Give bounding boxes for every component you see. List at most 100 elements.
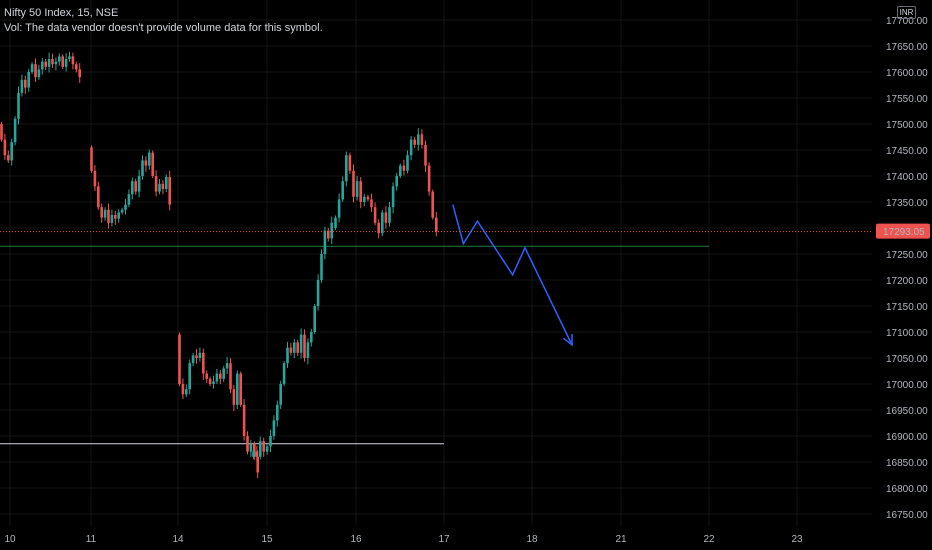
candle-body xyxy=(93,170,97,187)
candle-body xyxy=(377,222,380,234)
candle-body xyxy=(395,176,398,187)
candle-body xyxy=(232,389,236,405)
candle-body xyxy=(114,215,117,219)
chart-legend: Nifty 50 Index, 15, NSE Vol: The data ve… xyxy=(4,6,323,36)
candle-body xyxy=(191,355,195,364)
candle-body xyxy=(131,181,134,195)
candle-body xyxy=(41,61,44,70)
candle-body xyxy=(47,59,51,67)
candle-body xyxy=(265,446,269,452)
candle-body xyxy=(348,155,352,171)
candle-body xyxy=(239,373,242,405)
x-tick-label: 18 xyxy=(526,534,538,545)
volume-notice: Vol: The data vendor doesn't provide vol… xyxy=(4,22,323,34)
y-tick-label: 16950.00 xyxy=(886,406,928,417)
candle-body xyxy=(289,347,293,353)
candle-body xyxy=(399,165,402,176)
candle-body xyxy=(391,186,395,208)
candle-body xyxy=(161,183,165,189)
y-tick-label: 16750.00 xyxy=(886,510,928,521)
y-tick-label: 17500.00 xyxy=(886,120,928,131)
y-tick-label: 17550.00 xyxy=(886,94,928,105)
candle-body xyxy=(134,181,137,192)
candle-body xyxy=(215,373,219,382)
candle-body xyxy=(20,79,24,93)
y-tick-label: 17050.00 xyxy=(886,354,928,365)
candle-body xyxy=(3,139,7,156)
x-tick-label: 21 xyxy=(615,534,627,545)
candle-body xyxy=(117,212,120,219)
candle-body xyxy=(178,334,181,384)
candle-body xyxy=(144,160,148,166)
candle-body xyxy=(259,441,262,457)
y-tick-label: 16850.00 xyxy=(886,458,928,469)
currency-badge[interactable]: INR xyxy=(897,6,916,19)
y-tick-label: 17400.00 xyxy=(886,172,928,183)
candle-body xyxy=(212,381,215,384)
candle-body xyxy=(10,142,13,161)
candle-body xyxy=(27,72,30,88)
y-tick-label: 17700.00 xyxy=(886,16,928,27)
candle-body xyxy=(158,183,161,192)
candle-body xyxy=(384,212,388,223)
candle-body xyxy=(303,334,306,358)
horizontal-lines xyxy=(0,245,709,445)
last-price-label: 17293.05 xyxy=(883,227,925,238)
candle-body xyxy=(330,222,333,239)
candle-body xyxy=(409,139,413,156)
y-tick-label: 17250.00 xyxy=(886,250,928,261)
candle-body xyxy=(51,59,54,65)
y-tick-label: 17000.00 xyxy=(886,380,928,391)
candle-body xyxy=(195,355,198,358)
candle-body xyxy=(299,334,303,353)
candle-body xyxy=(293,342,296,353)
candle-body xyxy=(337,199,341,218)
symbol-title[interactable]: Nifty 50 Index, 15, NSE xyxy=(4,7,119,19)
candle-body xyxy=(181,384,185,395)
y-tick-label: 17100.00 xyxy=(886,328,928,339)
candle-body xyxy=(431,191,434,218)
price-axis[interactable]: 16750.00 16800.00 16850.00 16900.00 16950.00… xyxy=(886,16,928,521)
candle-body xyxy=(310,332,313,343)
candle-body xyxy=(420,134,424,145)
candle-body xyxy=(381,212,384,234)
candle-body xyxy=(141,160,144,176)
candle-body xyxy=(345,155,348,182)
candle-body xyxy=(205,373,208,379)
candle-body xyxy=(110,215,114,223)
x-tick-label: 22 xyxy=(703,534,715,545)
candle-body xyxy=(58,56,61,62)
y-tick-label: 17200.00 xyxy=(886,276,928,287)
x-tick-label: 15 xyxy=(261,534,273,545)
candle-body xyxy=(37,69,41,78)
projection-path[interactable] xyxy=(452,204,573,346)
time-axis[interactable]: 10 11 14 15 16 17 18 21 22 23 xyxy=(4,534,803,545)
candle-body xyxy=(137,176,141,192)
candle-body xyxy=(276,404,279,421)
candle-body xyxy=(355,181,359,197)
candle-body xyxy=(100,207,103,218)
candle-body xyxy=(64,59,68,67)
candle-body xyxy=(202,352,205,374)
candle-body xyxy=(107,209,110,223)
candle-body xyxy=(402,165,406,171)
candle-body xyxy=(168,177,171,205)
candle-body xyxy=(71,56,75,65)
candle-body xyxy=(279,384,282,405)
candle-body xyxy=(256,456,259,473)
candle-body xyxy=(154,176,158,192)
candle-body xyxy=(0,124,3,140)
candle-body xyxy=(78,69,81,78)
candle-body xyxy=(341,181,344,200)
candle-body xyxy=(75,64,78,70)
y-tick-label: 17600.00 xyxy=(886,68,928,79)
candle-body xyxy=(165,177,168,189)
x-tick-label: 14 xyxy=(172,534,184,545)
candle-body xyxy=(30,64,34,72)
candle-body xyxy=(370,199,373,208)
candle-body xyxy=(34,64,37,78)
candle-body xyxy=(427,165,431,192)
chart-grid xyxy=(0,0,872,526)
candle-body xyxy=(225,363,229,369)
